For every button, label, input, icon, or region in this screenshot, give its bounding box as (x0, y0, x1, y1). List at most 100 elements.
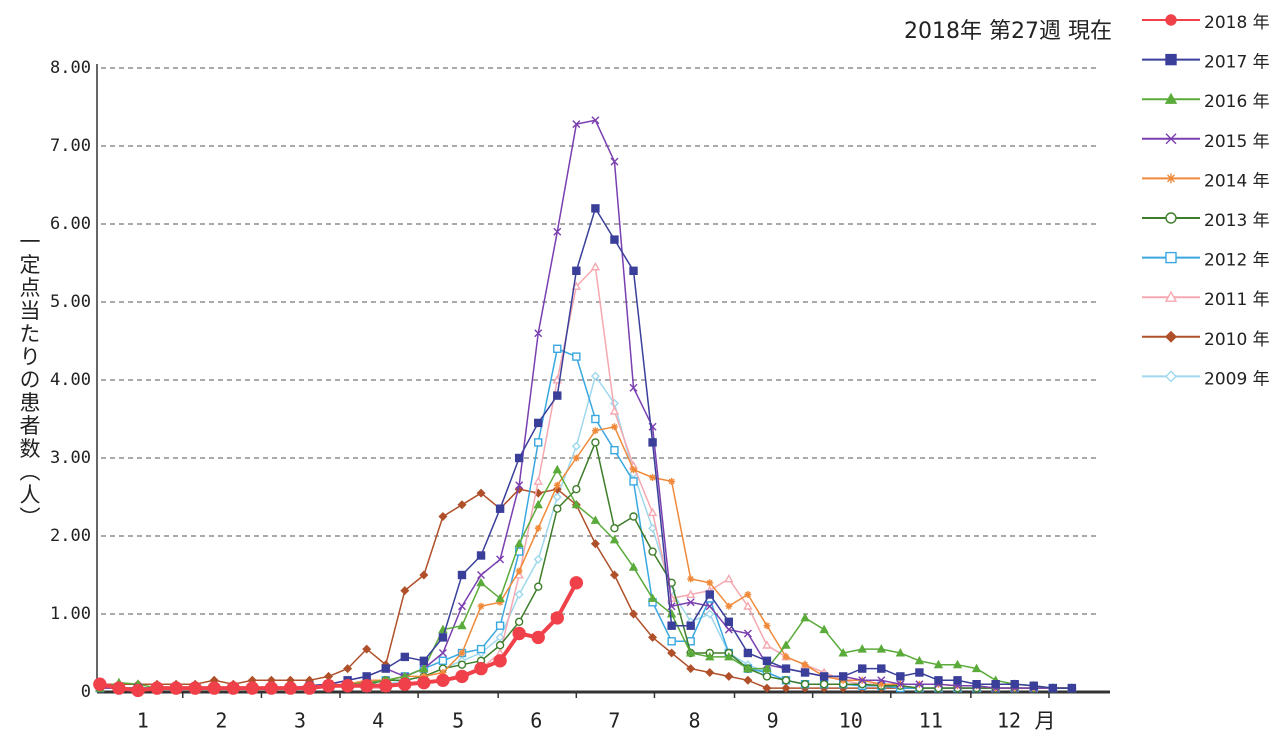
marker (801, 661, 809, 669)
marker (858, 676, 867, 685)
marker (531, 630, 545, 645)
marker (876, 644, 886, 653)
marker (915, 668, 924, 677)
marker (343, 664, 353, 674)
marker (972, 680, 981, 689)
series-line (99, 206, 1072, 689)
marker (724, 651, 734, 661)
marker (896, 672, 905, 681)
marker (705, 668, 715, 677)
marker (324, 671, 334, 681)
marker (705, 651, 715, 661)
marker (1166, 173, 1176, 184)
y-tick-label: 8.00 (50, 58, 91, 78)
marker (495, 504, 505, 513)
series (93, 576, 584, 698)
legend-label: 2016 年 (1204, 92, 1270, 112)
marker (439, 669, 447, 676)
legend-item: 2018 年 (1142, 13, 1270, 33)
legend-item: 2015 年 (1142, 132, 1270, 152)
marker (226, 681, 240, 695)
marker (534, 438, 543, 447)
y-tick-label: 6.00 (50, 214, 91, 234)
legend-label: 2015 年 (1204, 132, 1270, 152)
marker (858, 664, 867, 673)
marker (1165, 370, 1177, 383)
legend-item: 2011 年 (1142, 290, 1270, 310)
marker (534, 524, 542, 532)
legend-item: 2014 年 (1142, 171, 1270, 191)
marker (458, 649, 466, 657)
legend-label: 2017 年 (1204, 53, 1270, 73)
marker (495, 632, 505, 642)
marker (762, 640, 772, 649)
marker (550, 611, 564, 625)
y-tick-label: 7.00 (50, 136, 91, 156)
series (95, 484, 1077, 693)
marker (283, 681, 298, 695)
series-line (99, 265, 1072, 689)
marker (495, 641, 505, 650)
marker (553, 344, 562, 353)
marker (569, 576, 584, 590)
marker (781, 676, 791, 685)
marker (457, 660, 467, 669)
marker (877, 676, 886, 685)
marker (362, 672, 371, 681)
x-tick-label: 4 (372, 709, 384, 733)
marker (705, 590, 714, 599)
marker (514, 590, 524, 599)
marker (359, 679, 374, 693)
marker (648, 438, 657, 447)
marker (400, 652, 410, 662)
series (95, 344, 1077, 693)
marker (474, 661, 488, 676)
marker (1165, 14, 1177, 26)
marker (419, 656, 429, 665)
marker (552, 492, 562, 502)
y-tick-label: 3.00 (50, 448, 91, 468)
x-tick-label: 8 (688, 709, 700, 733)
legend-item: 2013 年 (1142, 211, 1270, 231)
marker (687, 575, 695, 583)
marker (706, 579, 714, 587)
marker (781, 683, 791, 693)
marker (572, 454, 580, 462)
legend-label: 2012 年 (1204, 251, 1270, 271)
marker (1165, 133, 1177, 145)
legend-label: 2014 年 (1204, 171, 1270, 191)
marker (610, 157, 619, 166)
marker (534, 418, 543, 428)
marker (553, 504, 562, 513)
marker (610, 235, 619, 244)
marker (743, 648, 753, 658)
marker (514, 453, 524, 463)
chart-title: 2018年 第27週 現在 (904, 19, 1112, 44)
marker (609, 406, 620, 415)
marker (781, 664, 791, 673)
marker (1164, 92, 1178, 104)
series-line (99, 439, 1072, 689)
marker (649, 474, 657, 481)
marker (1048, 683, 1058, 693)
marker (515, 567, 523, 575)
marker (686, 648, 696, 657)
marker (245, 681, 260, 695)
marker (744, 591, 752, 598)
x-tick-label: 3 (294, 709, 306, 733)
marker (381, 664, 390, 673)
marker (971, 663, 982, 673)
marker (93, 677, 107, 691)
marker (514, 538, 524, 548)
series-line (99, 468, 1072, 689)
marker (724, 671, 734, 681)
marker (572, 120, 581, 129)
marker (302, 681, 317, 695)
marker (476, 577, 486, 587)
marker (629, 266, 638, 275)
marker (1010, 680, 1019, 689)
marker (686, 598, 695, 607)
marker (629, 512, 638, 521)
legend-label: 2018 年 (1204, 13, 1270, 33)
